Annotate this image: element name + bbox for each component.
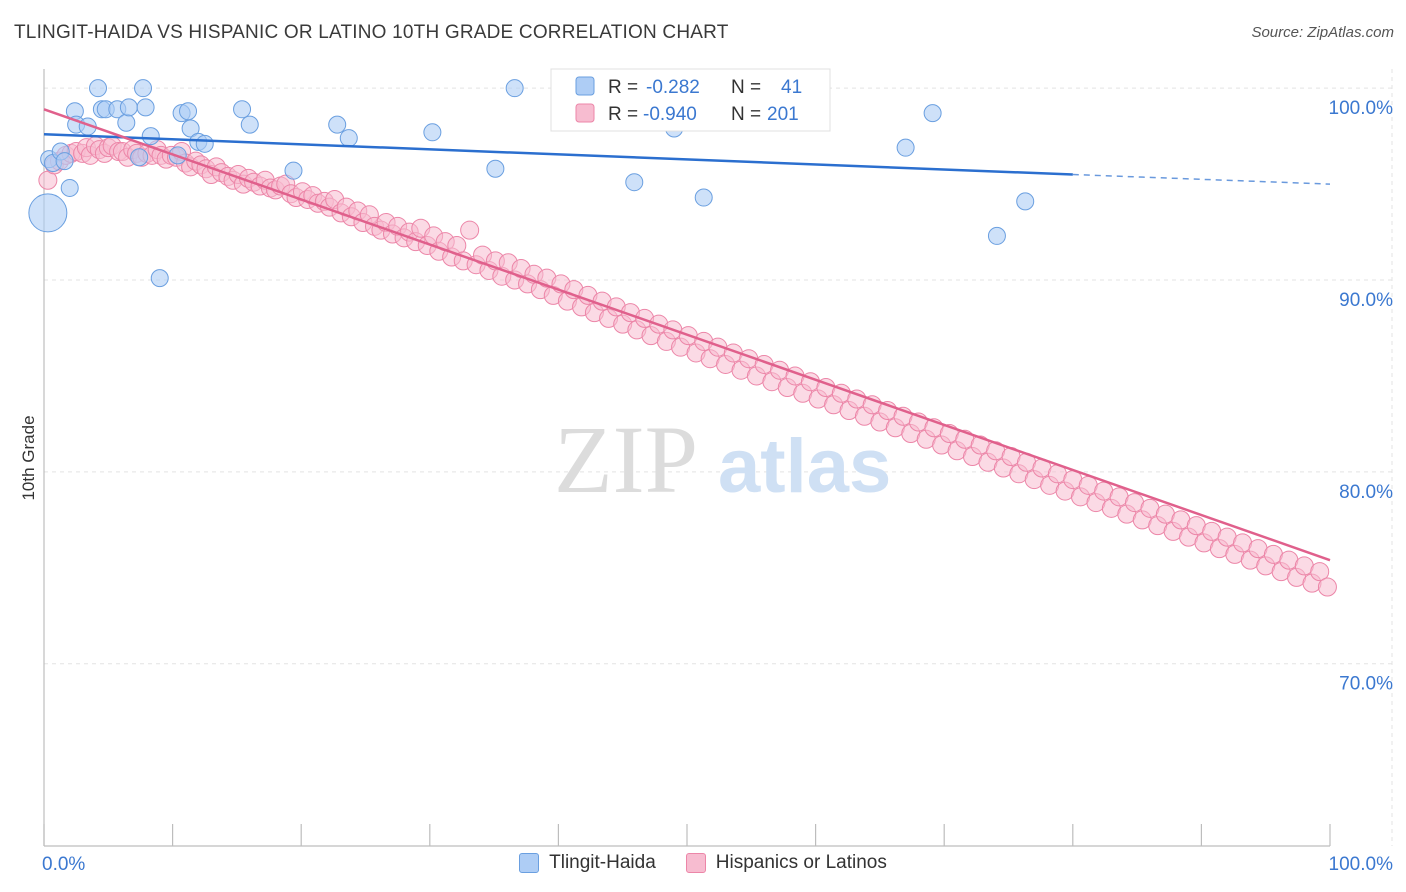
point-tlingit-17 (150, 269, 169, 288)
point-tlingit-29 (423, 123, 442, 142)
legend-n-value-1: 41 (781, 77, 802, 98)
point-hispanics-194 (1317, 577, 1337, 597)
legend-r-value-1: -0.282 (646, 77, 700, 98)
y-tick-labels: 100.0% 90.0% 80.0% 70.0% (1329, 98, 1394, 695)
legend-n-label-2: N = (731, 104, 761, 125)
chart-title: TLINGIT-HAIDA VS HISPANIC OR LATINO 10TH… (14, 22, 729, 43)
point-tlingit-15 (136, 98, 155, 117)
point-tlingit-37 (1016, 192, 1035, 211)
point-hispanics-193 (1310, 562, 1330, 582)
point-tlingit-33 (694, 188, 713, 207)
trendline-tlingit (43, 132, 1073, 176)
point-tlingit-24 (233, 100, 252, 119)
point-tlingit-11 (117, 113, 136, 132)
y-axis-label: 10th Grade (19, 415, 38, 500)
x-tick-label-0: 0.0% (42, 854, 85, 875)
bottom-legend: Tlingit-Haida Hispanics or Latinos (0, 852, 1406, 874)
point-tlingit-35 (923, 104, 942, 123)
y-tick-label-3: 70.0% (1339, 674, 1393, 695)
y-tick-label-1: 90.0% (1339, 290, 1393, 311)
point-hispanics-79 (460, 220, 480, 240)
point-tlingit-23 (195, 134, 214, 153)
point-tlingit-3 (55, 152, 74, 171)
point-tlingit-32 (625, 173, 644, 192)
point-tlingit-7 (89, 79, 108, 98)
legend-swatch-pink (575, 103, 595, 123)
trendline-hispanics (43, 108, 1331, 562)
point-tlingit-27 (328, 115, 347, 134)
trendlines (43, 108, 1331, 562)
point-tlingit-28 (339, 129, 358, 148)
legend-r-label-2: R = (608, 104, 638, 125)
legend-label-tlingit: Tlingit-Haida (549, 852, 656, 873)
point-tlingit-13 (130, 148, 149, 167)
legend-item-hispanics[interactable]: Hispanics or Latinos (685, 852, 887, 874)
legend-r-label-1: R = (608, 77, 638, 98)
series-tlingit-points (28, 79, 1035, 288)
point-tlingit-20 (179, 102, 198, 121)
trendline-tlingit-extension (1072, 173, 1331, 185)
point-tlingit-39 (60, 178, 79, 197)
legend-item-tlingit[interactable]: Tlingit-Haida (519, 852, 656, 874)
point-tlingit-31 (505, 79, 524, 98)
x-tick-labels: 0.0% 100.0% (42, 854, 1393, 875)
point-tlingit-26 (284, 161, 303, 180)
watermark-atlas: atlas (718, 424, 891, 509)
y-tick-label-0: 100.0% (1329, 98, 1394, 119)
point-tlingit-25 (240, 115, 259, 134)
source-label: Source: ZipAtlas.com (1251, 24, 1394, 41)
point-tlingit-30 (486, 159, 505, 178)
watermark-zip: ZIP (554, 406, 698, 513)
series-hispanics-points (38, 136, 1337, 597)
point-tlingit-36 (987, 226, 1006, 245)
point-tlingit-21 (181, 119, 200, 138)
y-tick-label-2: 80.0% (1339, 482, 1393, 503)
legend-swatch-hispanics (685, 853, 706, 873)
legend-swatch-blue (575, 76, 595, 96)
x-tick-label-1: 100.0% (1329, 854, 1394, 875)
legend-swatch-tlingit (519, 853, 540, 873)
legend-n-value-2: 201 (767, 104, 799, 125)
legend-label-hispanics: Hispanics or Latinos (715, 852, 887, 873)
point-tlingit-14 (134, 79, 153, 98)
point-tlingit-12 (119, 98, 138, 117)
legend-n-label-1: N = (731, 77, 761, 98)
point-tlingit-16 (141, 127, 160, 146)
legend-r-value-2: -0.940 (643, 104, 697, 125)
point-tlingit-34 (896, 138, 915, 157)
point-tlingit-38 (28, 193, 68, 233)
legend-box: R = -0.282 N = 41 R = -0.940 N = 201 (550, 68, 831, 132)
